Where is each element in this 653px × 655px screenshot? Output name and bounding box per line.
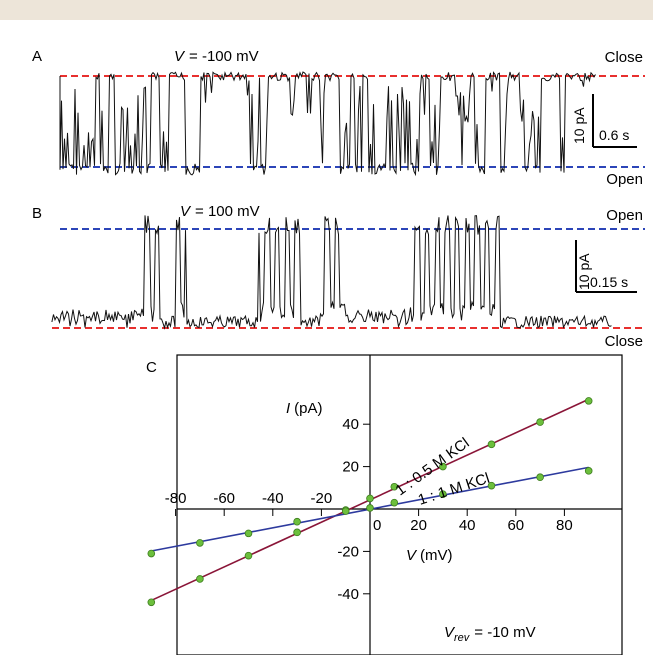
- panel-c-xlabel-symbol: V: [406, 547, 418, 564]
- data-point-series-0: [487, 440, 496, 449]
- data-point-series-1: [244, 529, 253, 538]
- panel-a: A V = -100 mV Close Open 10 pA 0.6 s: [32, 48, 645, 188]
- x-tick-label: 20: [410, 517, 427, 534]
- panel-b-letter: B: [32, 205, 42, 222]
- panel-c-frame: [176, 354, 623, 655]
- panel-c-xlabel: V (mV): [406, 547, 453, 564]
- panel-b: B V = 100 mV Open Close 10 pA 0.15 s: [32, 203, 645, 350]
- x-tick-label: -60: [213, 490, 235, 507]
- panel-a-scale-current: 10 pA: [571, 107, 587, 144]
- panel-c-ylabel: I (pA): [286, 400, 323, 417]
- y-tick-label: -40: [337, 586, 359, 603]
- x-tick-label: 80: [556, 517, 573, 534]
- panel-b-voltage: V = 100 mV: [180, 203, 260, 220]
- data-point-series-0: [390, 482, 399, 491]
- data-point-series-0: [147, 598, 156, 607]
- panel-b-voltage-value: = 100 mV: [195, 203, 260, 220]
- x-tick-label: -20: [311, 490, 333, 507]
- panel-c-vrev-subscript: rev: [454, 632, 471, 644]
- data-point-series-1: [366, 504, 374, 512]
- panel-b-trace: [51, 215, 612, 330]
- panel-a-voltage: V = -100 mV: [174, 48, 259, 65]
- panel-a-trace: [59, 71, 596, 177]
- data-point-series-0: [536, 418, 544, 426]
- panel-b-close-label: Close: [605, 333, 643, 350]
- data-point-series-1: [487, 481, 496, 490]
- data-point-series-0: [584, 397, 593, 405]
- panel-b-scale-time: 0.15 s: [590, 274, 628, 290]
- panel-c-vrev: Vrev = -10 mV: [444, 624, 536, 644]
- top-banner: [0, 0, 653, 20]
- x-tick-label: 40: [459, 517, 476, 534]
- panel-b-open-label: Open: [606, 207, 643, 224]
- panel-a-voltage-value: = -100 mV: [189, 48, 259, 65]
- data-point-series-0: [196, 575, 204, 583]
- data-point-series-1: [439, 490, 447, 498]
- panel-c-ylabel-symbol: I: [286, 400, 290, 417]
- y-tick-label: -20: [337, 543, 359, 560]
- data-point-series-1: [536, 473, 544, 482]
- x-tick-label: -40: [262, 490, 284, 507]
- data-point-series-0: [244, 551, 253, 560]
- panel-c-ticks: [175, 423, 565, 595]
- data-point-series-0: [366, 494, 374, 503]
- x-tick-label: -80: [165, 490, 187, 507]
- panel-b-voltage-symbol: V: [180, 203, 192, 220]
- data-point-series-1: [147, 549, 156, 558]
- data-point-series-1: [196, 539, 204, 547]
- data-point-series-1: [341, 507, 350, 515]
- panel-c-series: [147, 397, 593, 607]
- data-point-series-1: [584, 467, 593, 475]
- panel-a-scale-time: 0.6 s: [599, 127, 629, 143]
- panel-a-open-label: Open: [606, 171, 643, 188]
- panel-c-vrev-value: = -10 mV: [474, 624, 535, 641]
- data-point-series-1: [293, 517, 301, 526]
- panel-c-tick-labels: -80 -60 -40 -20 0 20 40 60 80 -40 -20 20 40: [165, 416, 573, 603]
- panel-a-close-label: Close: [605, 49, 643, 66]
- y-tick-label: 40: [342, 416, 359, 433]
- data-point-series-0: [293, 528, 301, 537]
- panel-c-letter: C: [146, 359, 157, 376]
- data-point-series-0: [439, 462, 447, 471]
- panel-c-ylabel-unit: (pA): [294, 400, 322, 417]
- panel-a-voltage-symbol: V: [174, 48, 186, 65]
- x-tick-label: 60: [507, 517, 524, 534]
- x-tick-label: 0: [373, 517, 381, 534]
- panel-c-vrev-symbol: V: [444, 624, 456, 641]
- y-tick-label: 20: [342, 459, 359, 476]
- panel-c-xlabel-unit: (mV): [420, 547, 453, 564]
- panel-b-scale-current: 10 pA: [576, 253, 592, 290]
- data-point-series-1: [390, 498, 399, 507]
- panel-a-letter: A: [32, 48, 42, 65]
